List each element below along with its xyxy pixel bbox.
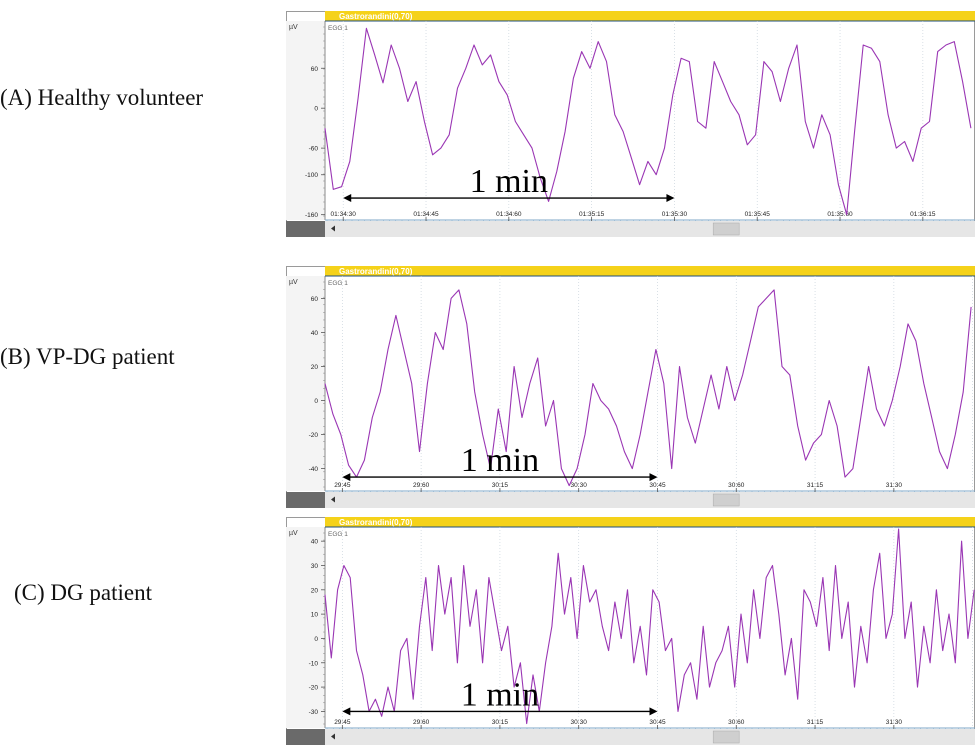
x-tick-label: 01:34:60 (496, 211, 522, 218)
scroll-left-icon (331, 496, 335, 503)
scrollbar-track (286, 221, 975, 237)
annotation-label: 1 min (470, 163, 548, 200)
scrollbar-track (286, 729, 975, 745)
x-tick-label: 30:45 (649, 482, 666, 489)
series-trace (324, 289, 972, 487)
y-unit-label: µV (289, 279, 298, 286)
y-tick-label: 60 (311, 296, 319, 303)
x-tick-label: 30:30 (571, 719, 588, 726)
chart-title: Gastrorandini(0,70) (339, 518, 413, 527)
panel-label-b: (B) VP-DG patient (0, 344, 175, 369)
x-tick-label: 01:34:45 (413, 211, 439, 218)
y-unit-label: µV (289, 530, 298, 537)
chart-healthy: Gastrorandini(0,70) µV EGG 1 60 0 -60 -100 -160… (286, 11, 975, 237)
x-tick-label: 01:35:15 (579, 211, 605, 218)
annotation-arrowhead-right (649, 473, 658, 482)
x-tick-label: 30:30 (571, 482, 588, 489)
series-trace (324, 528, 975, 725)
y-tick-label: 40 (311, 539, 319, 546)
annotation-arrowhead-left (342, 473, 351, 482)
annotation-label: 1 min (461, 676, 539, 713)
x-tick-label: 31:30 (886, 482, 903, 489)
x-tick-label: 01:35:30 (662, 211, 688, 218)
x-tick-label: 30:60 (728, 719, 745, 726)
x-tick-label: 29:60 (413, 482, 430, 489)
x-tick-label: 01:35:45 (745, 211, 771, 218)
annotation-arrowhead-right (666, 194, 675, 203)
x-tick-label: 30:60 (728, 482, 745, 489)
chart-svg: Gastrorandini(0,70) µV EGG 1 60 0 -60 -100 -160… (286, 11, 975, 237)
chart-frame (286, 266, 975, 508)
panel-label-c: (C) DG patient (14, 580, 152, 605)
x-tick-label: 29:45 (334, 482, 351, 489)
title-bar (325, 266, 975, 276)
annotation-label: 1 min (461, 442, 539, 479)
x-tick-label: 31:15 (807, 719, 824, 726)
y-tick-label: 0 (314, 398, 318, 405)
annotation-arrowhead-right (649, 707, 658, 716)
y-tick-label: -20 (309, 685, 319, 692)
x-tick-label: 29:45 (334, 719, 351, 726)
chart-vp-dg: Gastrorandini(0,70) µV EGG 1 60 40 20 0 -20 -40 2… (286, 266, 975, 508)
title-bar (325, 11, 975, 21)
x-tick-label: 30:45 (649, 719, 666, 726)
panel-label-a: (A) Healthy volunteer (0, 85, 204, 110)
annotation-arrowhead-left (343, 194, 352, 203)
y-unit-label: µV (289, 24, 298, 31)
y-axis-area (286, 21, 325, 220)
y-tick-label: 60 (311, 66, 319, 73)
y-tick-label: -100 (305, 172, 318, 179)
scrollbar-corner (286, 729, 325, 745)
chart-title: Gastrorandini(0,70) (339, 267, 413, 276)
x-tick-label: 01:35:60 (827, 211, 853, 218)
y-tick-label: 20 (311, 587, 319, 594)
y-axis-area (286, 527, 325, 728)
x-tick-label: 31:15 (807, 482, 824, 489)
y-tick-label: 40 (311, 330, 319, 337)
scrollbar-thumb (712, 730, 740, 744)
x-tick-label: 30:15 (492, 719, 509, 726)
chart-dg: Gastrorandini(0,70) µV EGG 1 40 30 20 10 0 -10 -2… (286, 517, 975, 745)
title-bar (325, 517, 975, 527)
scrollbar-track (286, 492, 975, 508)
y-tick-label: -160 (305, 212, 318, 219)
chart-title: Gastrorandini(0,70) (339, 12, 413, 21)
y-tick-label: -20 (309, 432, 319, 439)
annotation-arrowhead-left (342, 707, 351, 716)
x-tick-label: 31:30 (886, 719, 903, 726)
y-tick-label: -40 (309, 466, 319, 473)
chart-frame (286, 11, 975, 237)
scrollbar-corner (286, 221, 325, 237)
x-tick-label: 29:60 (413, 719, 430, 726)
chart-frame (286, 517, 975, 745)
y-tick-label: -60 (309, 146, 319, 153)
y-tick-label: 0 (314, 106, 318, 113)
channel-label: EGG 1 (328, 280, 348, 287)
y-tick-label: -30 (309, 709, 319, 716)
scrollbar-corner (286, 492, 325, 508)
series-trace (324, 27, 972, 216)
y-tick-label: 30 (311, 563, 319, 570)
y-axis-area (286, 276, 325, 491)
y-tick-label: -10 (309, 660, 319, 667)
channel-label: EGG 1 (328, 531, 348, 538)
x-tick-label: 01:34:30 (331, 211, 357, 218)
scrollbar-thumb (712, 222, 740, 236)
x-tick-label: 01:36:15 (910, 211, 936, 218)
chart-svg: Gastrorandini(0,70) µV EGG 1 40 30 20 10 0 -10 -2… (286, 517, 975, 745)
chart-svg: Gastrorandini(0,70) µV EGG 1 60 40 20 0 -20 -40 2… (286, 266, 975, 508)
y-tick-label: 0 (314, 636, 318, 643)
y-tick-label: 20 (311, 364, 319, 371)
y-tick-label: 10 (311, 612, 319, 619)
scroll-left-icon (331, 225, 335, 232)
x-tick-label: 30:15 (492, 482, 509, 489)
scrollbar-thumb (712, 493, 740, 507)
channel-label: EGG 1 (328, 25, 348, 32)
scroll-left-icon (331, 733, 335, 740)
